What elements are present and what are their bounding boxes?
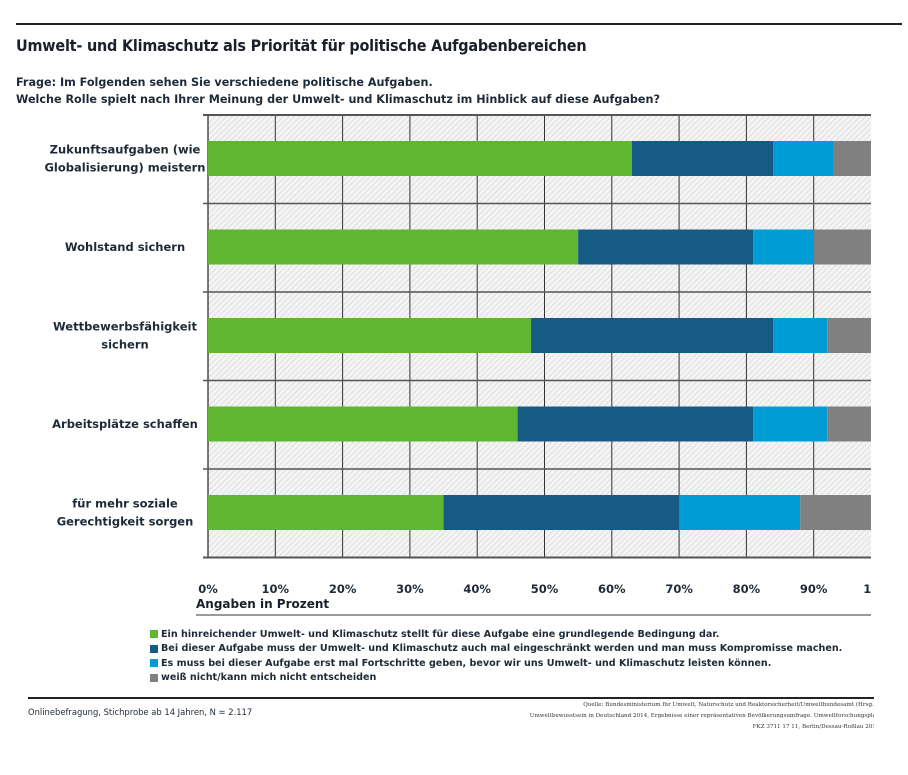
legend-swatch-dark-blue (150, 644, 158, 653)
category-label: für mehr soziale Gerechtigkeit sorgen (57, 497, 194, 529)
category-label: Wohlstand sichern (65, 240, 185, 254)
bar-segment-cat0-series3 (833, 141, 871, 176)
legend-label: Bei dieser Aufgabe muss der Umwelt- und … (161, 643, 843, 655)
bar-segment-cat1-series1 (578, 229, 754, 265)
bar-segment-cat2-series1 (531, 318, 774, 353)
bar-segment-cat3-series3 (827, 406, 871, 442)
category-label-line: Zukunftsaufgaben (wie (50, 143, 201, 157)
chart-area: Zukunftsaufgaben (wie Globalisierung) mei… (0, 105, 871, 615)
category-label: Wettbewerbsfähigkeit sichern (53, 320, 197, 352)
bar-segment-cat4-series0 (208, 495, 444, 530)
bar-segment-cat1-series2 (753, 229, 814, 265)
legend-swatch-light-blue (150, 659, 158, 668)
x-tick-label: 40% (463, 582, 491, 596)
x-tick-label: 100% (863, 582, 871, 596)
category-label-line: Arbeitsplätze schaffen (52, 417, 198, 431)
x-tick-label: 60% (598, 582, 626, 596)
x-tick-label: 80% (733, 582, 761, 596)
axis-separator (196, 614, 871, 616)
bar-segment-cat4-series1 (443, 495, 680, 530)
category-label-line: Wettbewerbsfähigkeit (53, 320, 197, 334)
legend-swatch-green (150, 630, 158, 639)
bar-segment-cat3-series2 (753, 406, 828, 442)
question-line-2: Welche Rolle spielt nach Ihrer Meinung d… (16, 93, 660, 106)
x-tick-label: 10% (262, 582, 290, 596)
bar-segment-cat1-series0 (208, 229, 579, 265)
legend-label: Es muss bei dieser Aufgabe erst mal Fort… (161, 657, 772, 669)
x-tick-label: 90% (800, 582, 828, 596)
legend-item: Bei dieser Aufgabe muss der Umwelt- und … (150, 642, 842, 657)
x-tick-label: 20% (329, 582, 357, 596)
category-label: Zukunftsaufgaben (wie Globalisierung) mei… (44, 143, 205, 175)
category-label-line: für mehr soziale (72, 497, 178, 511)
bar-segment-cat0-series0 (208, 141, 632, 176)
bar-segment-cat4-series3 (800, 495, 871, 530)
survey-question: Frage: Im Folgenden sehen Sie verschiede… (16, 74, 660, 108)
category-label: Arbeitsplätze schaffen (52, 417, 198, 431)
category-label-line: sichern (101, 338, 148, 352)
x-tick-label: 50% (531, 582, 559, 596)
legend-item: Es muss bei dieser Aufgabe erst mal Fort… (150, 656, 842, 671)
legend-label: weiß nicht/kann mich nicht entscheiden (161, 672, 377, 684)
legend-item: Ein hinreichender Umwelt- und Klimaschut… (150, 627, 842, 642)
source-line-3: FKZ 3711 17 11, Berlin/Dessau-Roßlau 201 (752, 724, 874, 730)
bar-segment-cat1-series3 (813, 229, 871, 265)
bar-segment-cat2-series3 (827, 318, 871, 353)
question-line-1: Frage: Im Folgenden sehen Sie verschiede… (16, 76, 433, 89)
category-label-line: Gerechtigkeit sorgen (57, 515, 194, 529)
legend-label: Ein hinreichender Umwelt- und Klimaschut… (161, 628, 720, 640)
bar-segment-cat0-series1 (631, 141, 774, 176)
sample-note: Onlinebefragung, Stichprobe ab 14 Jahren… (28, 707, 253, 717)
x-tick-label: 70% (665, 582, 693, 596)
category-label-line: Wohlstand sichern (65, 240, 185, 254)
legend-item: weiß nicht/kann mich nicht entscheiden (150, 671, 842, 686)
bar-segment-cat2-series2 (773, 318, 828, 353)
chart-title: Umwelt- und Klimaschutz als Priorität fü… (16, 36, 587, 55)
source-note: Quelle: Bundesministerium für Umwelt, Na… (500, 700, 874, 740)
category-label-line: Globalisierung) meistern (44, 161, 205, 175)
source-line-2: Umweltbewusstsein in Deutschland 2014, E… (529, 713, 874, 719)
x-tick-label: 30% (396, 582, 424, 596)
legend: Ein hinreichender Umwelt- und Klimaschut… (150, 627, 842, 685)
stacked-bar-chart: Zukunftsaufgaben (wie Globalisierung) mei… (44, 114, 871, 611)
bar-segment-cat4-series2 (679, 495, 801, 530)
x-tick-label: 0% (198, 582, 218, 596)
bar-segment-cat3-series0 (208, 406, 518, 442)
bar-segment-cat0-series2 (773, 141, 834, 176)
bar-segment-cat2-series0 (208, 318, 532, 353)
x-axis-title: Angaben in Prozent (196, 597, 329, 611)
footer-rule (28, 697, 874, 699)
bar-segment-cat3-series1 (517, 406, 754, 442)
top-rule (16, 23, 902, 25)
legend-swatch-gray (150, 673, 158, 682)
source-line-1: Quelle: Bundesministerium für Umwelt, Na… (583, 702, 874, 708)
